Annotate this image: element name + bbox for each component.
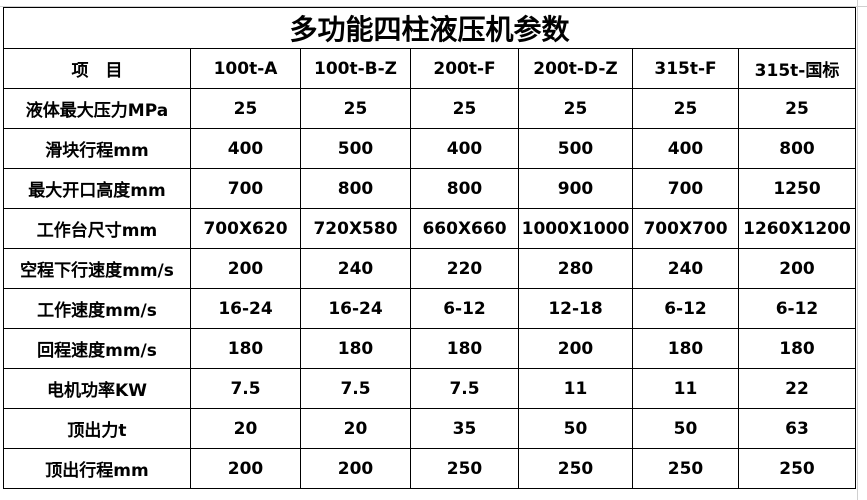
cell: 180	[410, 328, 519, 369]
table-body: 多功能四柱液压机参数 项 目 100t-A 100t-B-Z 200t-F 200t-D…	[3, 7, 856, 489]
row-label: 空程下行速度mm/s	[3, 248, 191, 289]
sheet-edge	[0, 0, 867, 7]
cell: 20	[300, 408, 411, 449]
row-label: 顶出行程mm	[3, 448, 191, 489]
row-label: 顶出力t	[3, 408, 191, 449]
table-title: 多功能四柱液压机参数	[3, 7, 856, 49]
cell: 35	[410, 408, 519, 449]
cell: 63	[738, 408, 856, 449]
row-label: 工作台尺寸mm	[3, 208, 191, 249]
cell: 220	[410, 248, 519, 289]
cell: 1250	[738, 168, 856, 209]
cell: 25	[518, 88, 633, 129]
cell: 800	[410, 168, 519, 209]
cell: 180	[632, 328, 739, 369]
cell: 200	[300, 448, 411, 489]
cell: 16-24	[300, 288, 411, 329]
cell: 25	[632, 88, 739, 129]
cell: 11	[518, 368, 633, 409]
cell: 250	[632, 448, 739, 489]
cell: 800	[300, 168, 411, 209]
data-row: 顶出力t 20 20 35 50 50 63	[3, 408, 856, 449]
cell: 250	[410, 448, 519, 489]
cell: 400	[190, 128, 301, 169]
cell: 700	[632, 168, 739, 209]
cell: 720X580	[300, 208, 411, 249]
cell: 250	[738, 448, 856, 489]
cell: 25	[410, 88, 519, 129]
row-label: 回程速度mm/s	[3, 328, 191, 369]
cell: 50	[632, 408, 739, 449]
cell: 200	[190, 448, 301, 489]
data-row: 工作速度mm/s 16-24 16-24 6-12 12-18 6-12 6-12	[3, 288, 856, 329]
data-row: 工作台尺寸mm 700X620 720X580 660X660 1000X1000 700…	[3, 208, 856, 249]
cell: 20	[190, 408, 301, 449]
cell: 1260X1200	[738, 208, 856, 249]
cell: 50	[518, 408, 633, 449]
title-row: 多功能四柱液压机参数	[3, 7, 856, 49]
cell: 200	[190, 248, 301, 289]
cell: 400	[410, 128, 519, 169]
cell: 6-12	[632, 288, 739, 329]
header-cell: 200t-F	[410, 48, 519, 89]
cell: 700X620	[190, 208, 301, 249]
data-row: 最大开口高度mm 700 800 800 900 700 1250	[3, 168, 856, 209]
cell: 22	[738, 368, 856, 409]
cell: 700X700	[632, 208, 739, 249]
cell: 180	[300, 328, 411, 369]
cell: 900	[518, 168, 633, 209]
cell: 12-18	[518, 288, 633, 329]
cell: 6-12	[738, 288, 856, 329]
header-cell: 315t-国标	[738, 48, 856, 89]
row-label: 工作速度mm/s	[3, 288, 191, 329]
data-row: 空程下行速度mm/s 200 240 220 280 240 200	[3, 248, 856, 289]
row-label: 滑块行程mm	[3, 128, 191, 169]
cell: 700	[190, 168, 301, 209]
cell: 11	[632, 368, 739, 409]
sheet-edge	[857, 0, 867, 500]
cell: 180	[738, 328, 856, 369]
cell: 280	[518, 248, 633, 289]
cell: 500	[518, 128, 633, 169]
cell: 25	[300, 88, 411, 129]
cell: 200	[738, 248, 856, 289]
cell: 6-12	[410, 288, 519, 329]
cell: 180	[190, 328, 301, 369]
data-row: 液体最大压力MPa 25 25 25 25 25 25	[3, 88, 856, 129]
header-cell: 项 目	[3, 48, 191, 89]
cell: 240	[632, 248, 739, 289]
header-cell: 200t-D-Z	[518, 48, 633, 89]
cell: 25	[190, 88, 301, 129]
data-row: 滑块行程mm 400 500 400 500 400 800	[3, 128, 856, 169]
cell: 25	[738, 88, 856, 129]
header-cell: 100t-B-Z	[300, 48, 411, 89]
data-row: 电机功率KW 7.5 7.5 7.5 11 11 22	[3, 368, 856, 409]
spec-table: 多功能四柱液压机参数 项 目 100t-A 100t-B-Z 200t-F 200t-D…	[3, 7, 856, 489]
cell: 7.5	[410, 368, 519, 409]
row-label: 电机功率KW	[3, 368, 191, 409]
cell: 200	[518, 328, 633, 369]
header-cell: 100t-A	[190, 48, 301, 89]
cell: 400	[632, 128, 739, 169]
cell: 800	[738, 128, 856, 169]
header-row: 项 目 100t-A 100t-B-Z 200t-F 200t-D-Z 315t-F 315…	[3, 48, 856, 89]
cell: 660X660	[410, 208, 519, 249]
cell: 1000X1000	[518, 208, 633, 249]
cell: 240	[300, 248, 411, 289]
cell: 16-24	[190, 288, 301, 329]
cell: 250	[518, 448, 633, 489]
cell: 7.5	[190, 368, 301, 409]
cell: 7.5	[300, 368, 411, 409]
row-label: 液体最大压力MPa	[3, 88, 191, 129]
header-cell: 315t-F	[632, 48, 739, 89]
data-row: 顶出行程mm 200 200 250 250 250 250	[3, 448, 856, 489]
row-label: 最大开口高度mm	[3, 168, 191, 209]
data-row: 回程速度mm/s 180 180 180 200 180 180	[3, 328, 856, 369]
cell: 500	[300, 128, 411, 169]
